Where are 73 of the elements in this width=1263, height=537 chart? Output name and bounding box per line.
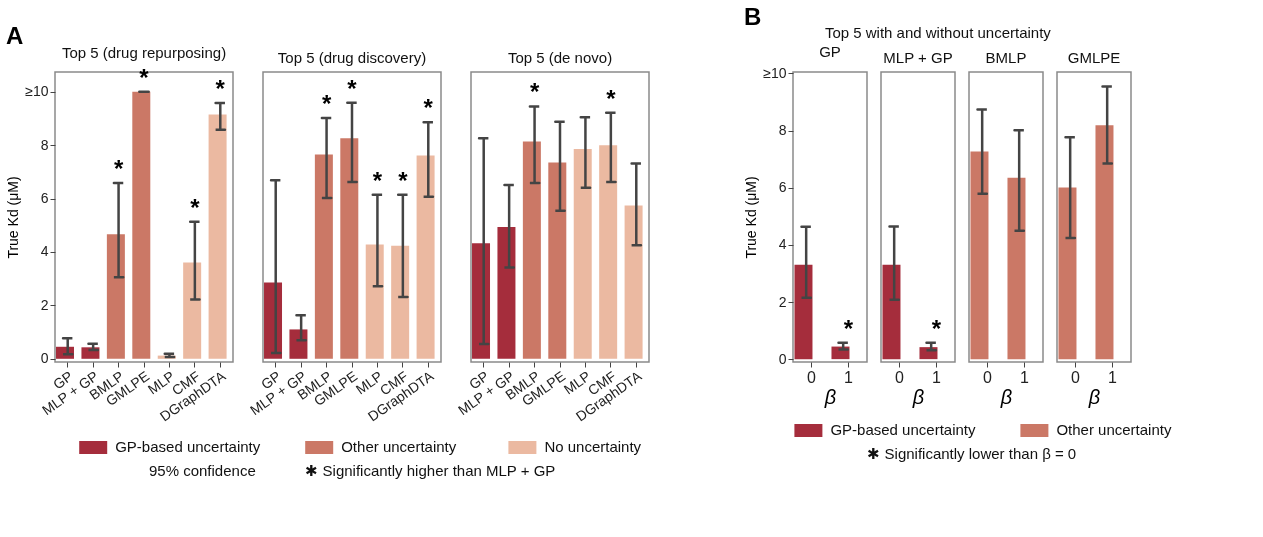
y-tick-label: 4: [778, 236, 787, 253]
x-axis-title: β: [999, 385, 1013, 408]
chart-title: GMLPE: [1067, 49, 1121, 66]
bar: [497, 226, 516, 359]
y-tick-label: 4: [40, 243, 49, 260]
annotation: *: [113, 155, 124, 183]
bar: [183, 262, 202, 359]
bar: [522, 141, 541, 359]
legend-label: No uncertainty: [544, 438, 642, 455]
bar: [132, 91, 151, 359]
bar: [573, 148, 592, 359]
chart-title: GP: [819, 43, 841, 61]
bar: [365, 244, 384, 359]
y-tick-label: 2: [778, 293, 787, 310]
bar: [106, 234, 125, 359]
annotation: *: [139, 63, 150, 91]
annotation: *: [398, 166, 409, 194]
y-tick-label: 2: [40, 296, 49, 313]
text: ✱ Significantly higher than MLP + GP: [305, 462, 556, 479]
annotation: *: [931, 314, 942, 342]
bar: [624, 205, 643, 359]
y-tick-label: 8: [40, 136, 49, 153]
x-axis-title: β: [1087, 385, 1101, 408]
text: B: [743, 2, 762, 30]
text: A: [5, 22, 24, 50]
text: Top 5 with and without uncertainty: [824, 23, 1052, 41]
bar: [548, 162, 567, 359]
y-tick-label: 8: [778, 122, 787, 139]
x-tick-label: 0: [807, 368, 817, 386]
y-tick-label: 6: [778, 179, 787, 196]
annotation: *: [606, 84, 617, 112]
bar: [416, 155, 435, 359]
annotation: *: [190, 193, 201, 221]
annotation: *: [215, 74, 226, 102]
legend-label: GP-based uncertainty: [830, 421, 976, 438]
y-tick-label: ≥10: [25, 83, 49, 100]
y-axis-title: True Kd (μM): [743, 176, 760, 259]
x-tick-label: 0: [983, 368, 993, 386]
x-axis-title: β: [823, 385, 837, 408]
y-tick-label: 0: [40, 350, 49, 367]
x-tick-label: 1: [1108, 368, 1118, 386]
chart-title: Top 5 (drug repurposing): [61, 43, 227, 61]
text: ✱ Significantly lower than β = 0: [867, 445, 1077, 462]
legend-label: GP-based uncertainty: [115, 438, 261, 455]
bar: [208, 114, 227, 359]
x-tick-label: 1: [844, 368, 854, 386]
annotation: *: [843, 314, 854, 342]
chart-title: Top 5 (de novo): [507, 49, 613, 66]
bar: [391, 245, 410, 359]
y-tick-label: 0: [778, 350, 787, 367]
chart-title: BMLP: [985, 49, 1027, 66]
text: 95% confidence: [149, 462, 256, 479]
chart-title: Top 5 (drug discovery): [277, 49, 427, 66]
x-tick-label: 0: [1071, 368, 1081, 386]
legend-label: Other uncertainty: [1056, 421, 1172, 438]
x-axis-title: β: [911, 385, 925, 408]
y-axis-title: True Kd (μM): [5, 176, 22, 259]
chart-title: MLP + GP: [883, 49, 953, 66]
y-tick-label: 6: [40, 190, 49, 207]
annotation: *: [423, 94, 434, 122]
annotation: *: [529, 78, 540, 106]
x-tick-label: 1: [1020, 368, 1030, 386]
x-tick-label: 1: [932, 368, 942, 386]
bar: [340, 138, 359, 359]
x-tick-label: 0: [895, 368, 905, 386]
y-tick-label: ≥10: [763, 64, 787, 81]
bar: [289, 329, 308, 359]
annotation: *: [321, 89, 332, 117]
annotation: *: [372, 166, 383, 194]
legend-label: Other uncertainty: [341, 438, 457, 455]
bar: [314, 154, 333, 359]
annotation: *: [347, 74, 358, 102]
bar: [599, 145, 618, 359]
